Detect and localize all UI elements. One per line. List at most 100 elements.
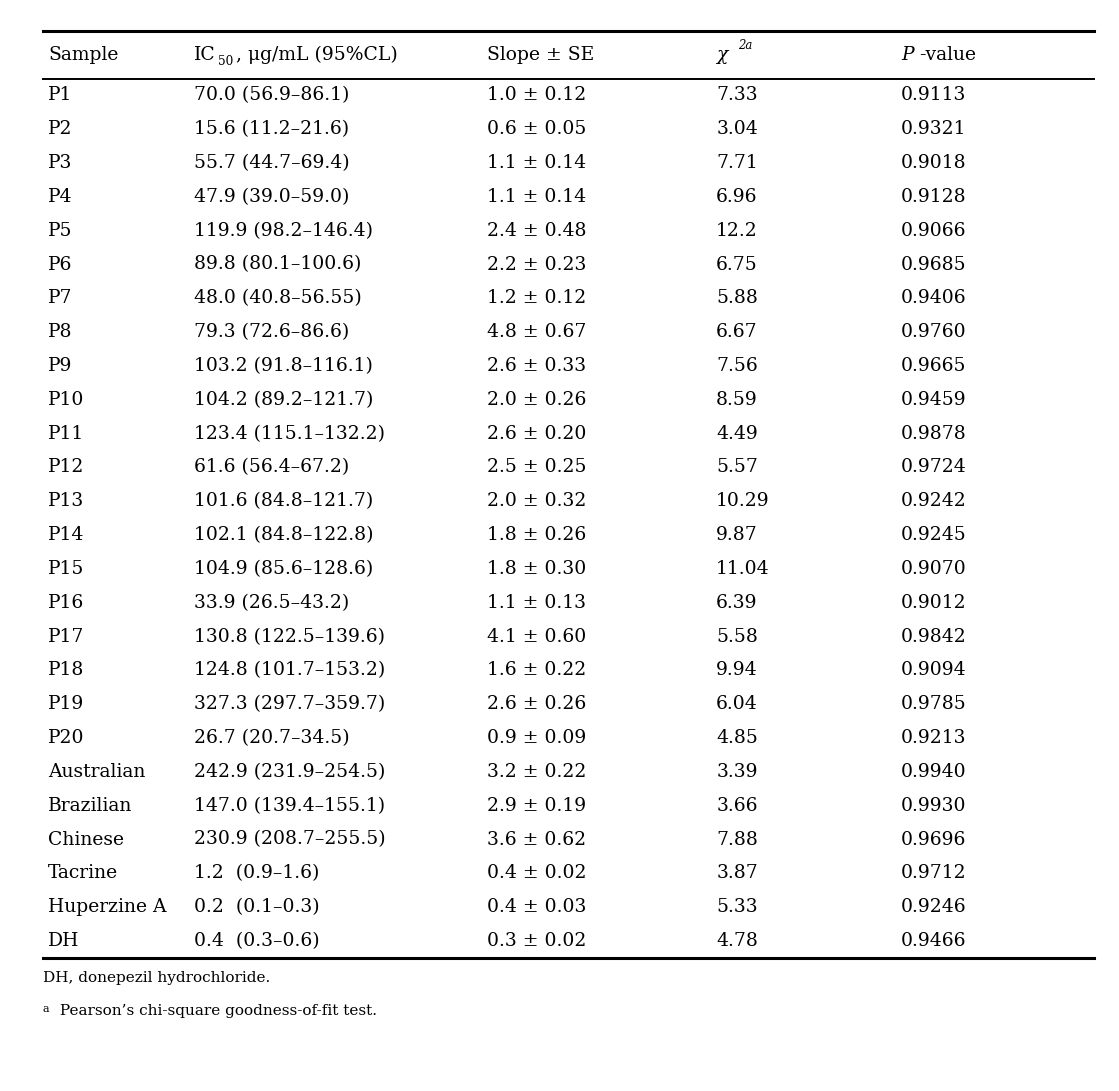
Text: 4.8 ± 0.67: 4.8 ± 0.67 — [487, 323, 586, 341]
Text: 2.2 ± 0.23: 2.2 ± 0.23 — [487, 255, 586, 274]
Text: 0.4 ± 0.03: 0.4 ± 0.03 — [487, 898, 586, 916]
Text: 0.9066: 0.9066 — [901, 221, 967, 240]
Text: 8.59: 8.59 — [716, 391, 758, 409]
Text: P1: P1 — [48, 86, 73, 105]
Text: 89.8 (80.1–100.6): 89.8 (80.1–100.6) — [194, 255, 361, 274]
Text: 12.2: 12.2 — [716, 221, 758, 240]
Text: 0.9760: 0.9760 — [901, 323, 967, 341]
Text: 104.9 (85.6–128.6): 104.9 (85.6–128.6) — [194, 560, 373, 578]
Text: 6.39: 6.39 — [716, 594, 758, 612]
Text: 0.9724: 0.9724 — [901, 458, 967, 477]
Text: 0.9785: 0.9785 — [901, 695, 967, 714]
Text: P9: P9 — [48, 357, 73, 375]
Text: 2.6 ± 0.33: 2.6 ± 0.33 — [487, 357, 586, 375]
Text: 0.9712: 0.9712 — [901, 864, 967, 883]
Text: 61.6 (56.4–67.2): 61.6 (56.4–67.2) — [194, 458, 349, 477]
Text: 5.57: 5.57 — [716, 458, 758, 477]
Text: P10: P10 — [48, 391, 85, 409]
Text: 2.9 ± 0.19: 2.9 ± 0.19 — [487, 796, 586, 815]
Text: 147.0 (139.4–155.1): 147.0 (139.4–155.1) — [194, 796, 385, 815]
Text: 6.67: 6.67 — [716, 323, 758, 341]
Text: P5: P5 — [48, 221, 73, 240]
Text: 4.78: 4.78 — [716, 932, 758, 950]
Text: 0.9213: 0.9213 — [901, 729, 967, 747]
Text: Brazilian: Brazilian — [48, 796, 132, 815]
Text: 0.9321: 0.9321 — [901, 120, 967, 139]
Text: 2.0 ± 0.32: 2.0 ± 0.32 — [487, 492, 586, 511]
Text: 103.2 (91.8–116.1): 103.2 (91.8–116.1) — [194, 357, 373, 375]
Text: 130.8 (122.5–139.6): 130.8 (122.5–139.6) — [194, 627, 385, 646]
Text: 9.94: 9.94 — [716, 661, 758, 680]
Text: P: P — [901, 46, 913, 63]
Text: 0.9128: 0.9128 — [901, 188, 967, 206]
Text: 0.9070: 0.9070 — [901, 560, 967, 578]
Text: 0.9685: 0.9685 — [901, 255, 967, 274]
Text: 4.1 ± 0.60: 4.1 ± 0.60 — [487, 627, 586, 646]
Text: 1.0 ± 0.12: 1.0 ± 0.12 — [487, 86, 586, 105]
Text: 242.9 (231.9–254.5): 242.9 (231.9–254.5) — [194, 763, 385, 781]
Text: P7: P7 — [48, 289, 73, 308]
Text: 0.2  (0.1–0.3): 0.2 (0.1–0.3) — [194, 898, 319, 916]
Text: χ: χ — [716, 46, 727, 63]
Text: 79.3 (72.6–86.6): 79.3 (72.6–86.6) — [194, 323, 349, 341]
Text: 0.3 ± 0.02: 0.3 ± 0.02 — [487, 932, 586, 950]
Text: IC: IC — [194, 46, 215, 63]
Text: , μg/mL (95%CL): , μg/mL (95%CL) — [236, 46, 398, 63]
Text: 0.9 ± 0.09: 0.9 ± 0.09 — [487, 729, 586, 747]
Text: Tacrine: Tacrine — [48, 864, 119, 883]
Text: 5.58: 5.58 — [716, 627, 758, 646]
Text: 0.9665: 0.9665 — [901, 357, 967, 375]
Text: 0.9930: 0.9930 — [901, 796, 967, 815]
Text: 0.9696: 0.9696 — [901, 830, 966, 849]
Text: 0.9246: 0.9246 — [901, 898, 967, 916]
Text: 2.0 ± 0.26: 2.0 ± 0.26 — [487, 391, 586, 409]
Text: Slope ± SE: Slope ± SE — [487, 46, 594, 63]
Text: 4.85: 4.85 — [716, 729, 758, 747]
Text: 1.8 ± 0.30: 1.8 ± 0.30 — [487, 560, 586, 578]
Text: 1.6 ± 0.22: 1.6 ± 0.22 — [487, 661, 586, 680]
Text: 0.4 ± 0.02: 0.4 ± 0.02 — [487, 864, 586, 883]
Text: 9.87: 9.87 — [716, 526, 758, 544]
Text: 0.6 ± 0.05: 0.6 ± 0.05 — [487, 120, 586, 139]
Text: DH: DH — [48, 932, 79, 950]
Text: Chinese: Chinese — [48, 830, 124, 849]
Text: 11.04: 11.04 — [716, 560, 770, 578]
Text: 0.9018: 0.9018 — [901, 154, 967, 172]
Text: 1.2  (0.9–1.6): 1.2 (0.9–1.6) — [194, 864, 319, 883]
Text: P11: P11 — [48, 424, 84, 443]
Text: 48.0 (40.8–56.55): 48.0 (40.8–56.55) — [194, 289, 361, 308]
Text: 2a: 2a — [739, 39, 753, 52]
Text: 119.9 (98.2–146.4): 119.9 (98.2–146.4) — [194, 221, 373, 240]
Text: DH, donepezil hydrochloride.: DH, donepezil hydrochloride. — [43, 971, 270, 985]
Text: a: a — [43, 1004, 49, 1014]
Text: 0.9466: 0.9466 — [901, 932, 967, 950]
Text: 0.4  (0.3–0.6): 0.4 (0.3–0.6) — [194, 932, 319, 950]
Text: 55.7 (44.7–69.4): 55.7 (44.7–69.4) — [194, 154, 349, 172]
Text: 0.9242: 0.9242 — [901, 492, 967, 511]
Text: 3.39: 3.39 — [716, 763, 758, 781]
Text: 3.6 ± 0.62: 3.6 ± 0.62 — [487, 830, 586, 849]
Text: 3.87: 3.87 — [716, 864, 758, 883]
Text: P20: P20 — [48, 729, 85, 747]
Text: 1.8 ± 0.26: 1.8 ± 0.26 — [487, 526, 586, 544]
Text: 0.9113: 0.9113 — [901, 86, 966, 105]
Text: Australian: Australian — [48, 763, 145, 781]
Text: 0.9940: 0.9940 — [901, 763, 967, 781]
Text: 1.2 ± 0.12: 1.2 ± 0.12 — [487, 289, 586, 308]
Text: 0.9094: 0.9094 — [901, 661, 967, 680]
Text: 124.8 (101.7–153.2): 124.8 (101.7–153.2) — [194, 661, 385, 680]
Text: P8: P8 — [48, 323, 73, 341]
Text: 0.9878: 0.9878 — [901, 424, 967, 443]
Text: P6: P6 — [48, 255, 73, 274]
Text: 3.2 ± 0.22: 3.2 ± 0.22 — [487, 763, 586, 781]
Text: 230.9 (208.7–255.5): 230.9 (208.7–255.5) — [194, 830, 385, 849]
Text: 7.71: 7.71 — [716, 154, 758, 172]
Text: P4: P4 — [48, 188, 73, 206]
Text: 1.1 ± 0.13: 1.1 ± 0.13 — [487, 594, 585, 612]
Text: Pearson’s chi-square goodness-of-fit test.: Pearson’s chi-square goodness-of-fit tes… — [55, 1004, 377, 1018]
Text: P19: P19 — [48, 695, 84, 714]
Text: 123.4 (115.1–132.2): 123.4 (115.1–132.2) — [194, 424, 385, 443]
Text: 3.04: 3.04 — [716, 120, 758, 139]
Text: 33.9 (26.5–43.2): 33.9 (26.5–43.2) — [194, 594, 349, 612]
Text: P15: P15 — [48, 560, 85, 578]
